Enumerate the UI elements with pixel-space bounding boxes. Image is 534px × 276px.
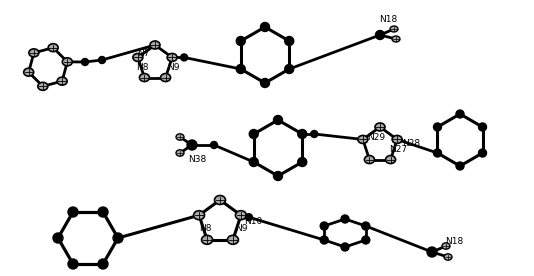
Ellipse shape xyxy=(273,115,282,124)
Ellipse shape xyxy=(311,131,318,137)
Ellipse shape xyxy=(236,65,245,73)
Ellipse shape xyxy=(362,222,370,230)
Ellipse shape xyxy=(273,171,282,181)
Ellipse shape xyxy=(358,136,368,144)
Ellipse shape xyxy=(98,207,108,217)
Ellipse shape xyxy=(390,26,398,32)
Text: N10: N10 xyxy=(244,217,262,226)
Ellipse shape xyxy=(68,259,78,269)
Text: N29: N29 xyxy=(367,132,385,142)
Ellipse shape xyxy=(285,36,294,46)
Ellipse shape xyxy=(215,195,225,205)
Ellipse shape xyxy=(161,74,170,82)
Text: N38: N38 xyxy=(188,155,206,163)
Ellipse shape xyxy=(62,58,72,66)
Ellipse shape xyxy=(98,259,108,269)
Ellipse shape xyxy=(444,254,452,260)
Ellipse shape xyxy=(139,74,150,82)
Ellipse shape xyxy=(150,41,160,49)
Ellipse shape xyxy=(29,49,39,57)
Ellipse shape xyxy=(249,129,258,139)
Ellipse shape xyxy=(235,211,246,220)
Ellipse shape xyxy=(176,150,184,156)
Ellipse shape xyxy=(82,59,89,65)
Ellipse shape xyxy=(48,44,58,52)
Ellipse shape xyxy=(113,233,123,243)
Ellipse shape xyxy=(261,78,270,87)
Text: N27: N27 xyxy=(389,145,407,154)
Ellipse shape xyxy=(236,36,245,46)
Ellipse shape xyxy=(386,156,396,164)
Text: N7: N7 xyxy=(137,49,149,57)
Ellipse shape xyxy=(227,235,239,244)
Ellipse shape xyxy=(434,123,442,131)
Ellipse shape xyxy=(298,129,307,139)
Ellipse shape xyxy=(176,134,184,140)
Ellipse shape xyxy=(375,31,384,39)
Ellipse shape xyxy=(167,54,177,62)
Text: N9: N9 xyxy=(167,63,180,72)
Ellipse shape xyxy=(194,211,205,220)
Ellipse shape xyxy=(53,233,63,243)
Ellipse shape xyxy=(98,57,106,63)
Ellipse shape xyxy=(298,158,307,166)
Ellipse shape xyxy=(57,77,67,85)
Ellipse shape xyxy=(392,136,402,144)
Ellipse shape xyxy=(427,247,437,257)
Ellipse shape xyxy=(320,222,328,230)
Ellipse shape xyxy=(442,243,450,249)
Ellipse shape xyxy=(133,54,143,62)
Ellipse shape xyxy=(341,243,349,251)
Ellipse shape xyxy=(249,158,258,166)
Ellipse shape xyxy=(364,156,374,164)
Text: N28: N28 xyxy=(402,139,420,148)
Ellipse shape xyxy=(210,142,217,148)
Text: N18: N18 xyxy=(445,238,463,246)
Ellipse shape xyxy=(187,140,197,150)
Ellipse shape xyxy=(261,23,270,31)
Ellipse shape xyxy=(285,65,294,73)
Ellipse shape xyxy=(246,214,253,221)
Ellipse shape xyxy=(478,149,486,157)
Ellipse shape xyxy=(478,123,486,131)
Ellipse shape xyxy=(320,236,328,244)
Text: N9: N9 xyxy=(234,224,247,233)
Ellipse shape xyxy=(180,54,187,61)
Ellipse shape xyxy=(362,236,370,244)
Ellipse shape xyxy=(456,162,464,170)
Text: N8: N8 xyxy=(136,63,148,72)
Ellipse shape xyxy=(392,36,400,42)
Ellipse shape xyxy=(456,110,464,118)
Ellipse shape xyxy=(38,82,48,90)
Ellipse shape xyxy=(68,207,78,217)
Text: N18: N18 xyxy=(379,15,397,25)
Ellipse shape xyxy=(341,215,349,223)
Text: N8: N8 xyxy=(199,224,211,233)
Ellipse shape xyxy=(201,235,213,244)
Ellipse shape xyxy=(375,123,385,131)
Ellipse shape xyxy=(434,149,442,157)
Ellipse shape xyxy=(23,68,34,76)
